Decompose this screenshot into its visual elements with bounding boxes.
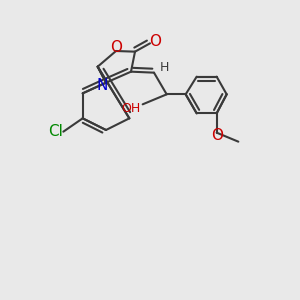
Text: O: O bbox=[149, 34, 161, 49]
Text: N: N bbox=[96, 78, 108, 93]
Text: O: O bbox=[211, 128, 223, 143]
Text: H: H bbox=[159, 61, 169, 74]
Text: O: O bbox=[110, 40, 122, 56]
Text: Cl: Cl bbox=[48, 124, 63, 139]
Text: OH: OH bbox=[121, 102, 140, 115]
